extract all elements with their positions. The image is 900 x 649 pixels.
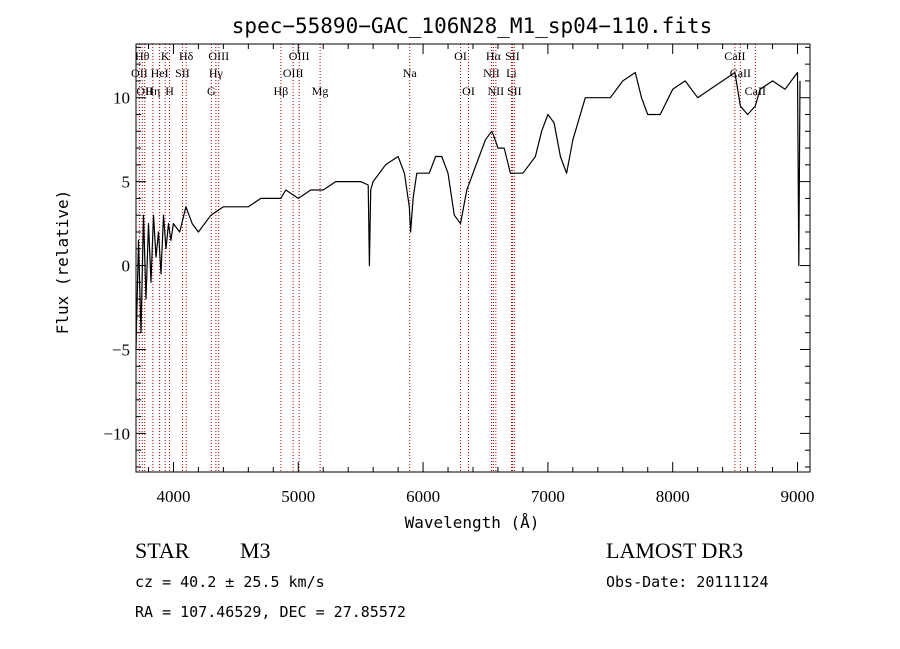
line-label: Mg	[312, 84, 329, 98]
line-label: Na	[403, 66, 418, 80]
line-label: OI	[454, 49, 467, 63]
line-label: SII	[175, 66, 190, 80]
x-axis-label: Wavelength (Å)	[405, 513, 540, 532]
line-label: OII	[131, 66, 148, 80]
spectrum-line	[135, 71, 801, 350]
x-tick-label: 9000	[781, 487, 815, 506]
line-label: G	[207, 84, 216, 98]
x-tick-label: 6000	[406, 487, 440, 506]
x-tick-label: 8000	[656, 487, 690, 506]
line-label: Hθ	[135, 49, 150, 63]
line-label: OIII	[283, 66, 304, 80]
axis-ticks: 4000 5000 6000 7000 8000 9000 −10 −5 0 5 10	[103, 44, 815, 506]
line-label: CaII	[730, 66, 751, 80]
x-tick-label: 4000	[156, 487, 190, 506]
line-label: H	[165, 84, 174, 98]
line-label: Li	[506, 66, 517, 80]
line-label: NII	[483, 66, 500, 80]
line-label: OIII	[289, 49, 310, 63]
spectrum-series	[135, 71, 801, 350]
line-label: OI	[462, 84, 475, 98]
y-axis-label: Flux (relative)	[53, 190, 72, 335]
line-label: Hδ	[179, 49, 194, 63]
survey-name: LAMOST DR3	[606, 538, 744, 563]
line-label: CaII	[745, 84, 766, 98]
object-type: STAR	[135, 538, 190, 563]
line-label: K	[161, 49, 170, 63]
redshift-cz: cz = 40.2 ± 25.5 km/s	[135, 573, 325, 591]
object-subclass: M3	[240, 538, 271, 563]
x-tick-label: 7000	[531, 487, 565, 506]
line-label: SII	[507, 84, 522, 98]
line-label: Hγ	[209, 66, 224, 80]
y-tick-label: 10	[113, 89, 130, 108]
line-label: Hη	[145, 84, 160, 98]
coordinates-radec: RA = 107.46529, DEC = 27.85572	[135, 603, 406, 621]
line-label: NII	[488, 84, 505, 98]
y-tick-label: 0	[122, 257, 131, 276]
line-label: OIII	[208, 49, 229, 63]
y-tick-label: −5	[112, 340, 130, 359]
y-tick-label: 5	[122, 173, 131, 192]
line-label: CaII	[724, 49, 745, 63]
line-label: HeI	[151, 66, 169, 80]
plot-frame	[135, 43, 811, 473]
emission-line-markers: HθOIIOIIHηHeIKHSIIHδGHγOIIIHβOIIIOIIIMgN…	[131, 44, 766, 472]
line-label: SII	[505, 49, 520, 63]
y-tick-label: −10	[103, 424, 130, 443]
x-tick-label: 5000	[281, 487, 315, 506]
chart-title: spec−55890−GAC_106N28_M1_sp04−110.fits	[232, 14, 712, 38]
observation-date: Obs-Date: 20111124	[606, 573, 769, 591]
line-label: Hβ	[274, 84, 289, 98]
line-label: OII	[136, 84, 153, 98]
line-label: Hα	[486, 49, 502, 63]
